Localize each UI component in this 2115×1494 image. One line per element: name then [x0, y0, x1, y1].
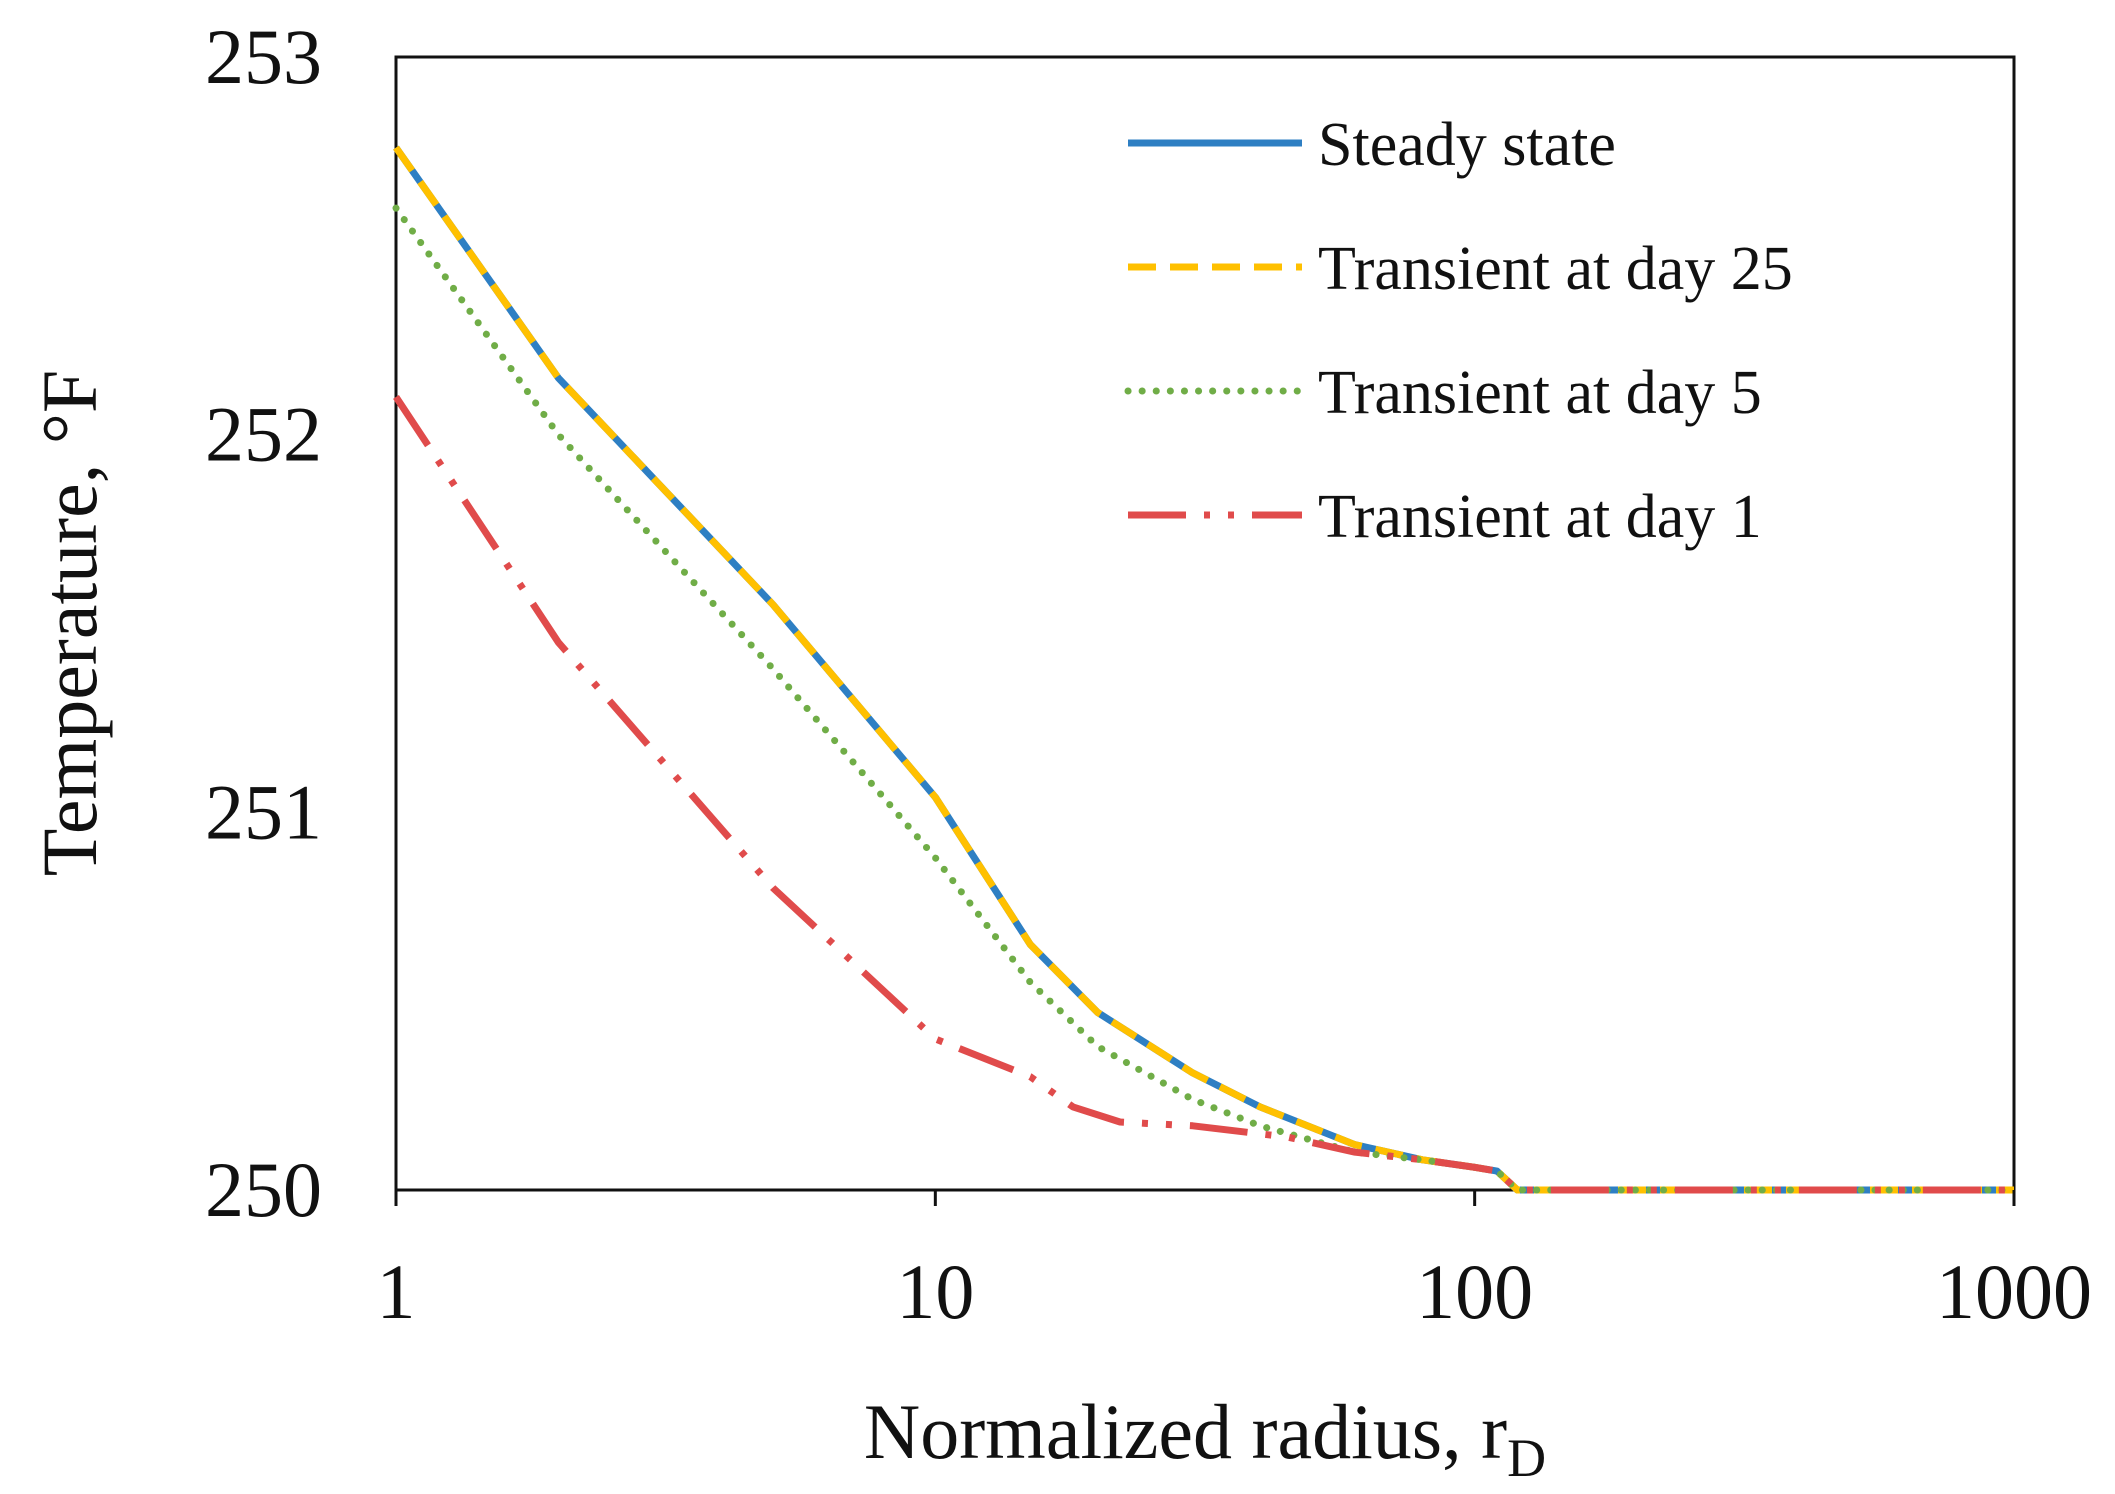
y-tick-label: 250 [205, 1146, 322, 1233]
x-axis-title: Normalized radius, rD [864, 1388, 1546, 1488]
legend-label-2: Transient at day 5 [1318, 359, 1762, 427]
y-tick-label: 252 [205, 391, 322, 478]
x-axis-ticks: 1 10 100 1000 [377, 1190, 2092, 1335]
legend-label-0: Steady state [1318, 111, 1616, 179]
x-tick-label: 100 [1416, 1248, 1533, 1335]
y-axis-ticks: 250 251 252 253 [205, 13, 322, 1233]
x-axis-title-subscript: D [1507, 1428, 1546, 1488]
x-axis-title-text: Normalized radius, r [864, 1388, 1507, 1475]
series-layer [392, 145, 2018, 1194]
legend: Steady state Transient at day 25 Transient… [1124, 111, 1793, 551]
y-tick-label: 253 [205, 13, 322, 100]
y-tick-label: 251 [205, 768, 322, 855]
x-tick-label: 1 [377, 1248, 416, 1335]
x-tick-label: 10 [896, 1248, 974, 1335]
series-line-2 [392, 204, 2018, 1194]
series-line-1 [393, 145, 2014, 1194]
legend-label-3: Transient at day 1 [1318, 483, 1762, 551]
y-axis-title: Temperature, °F [26, 370, 113, 877]
x-tick-label: 1000 [1936, 1248, 2092, 1335]
legend-label-1: Transient at day 25 [1318, 235, 1793, 303]
plot-area [394, 55, 2016, 1192]
series-line-3 [393, 394, 2014, 1194]
